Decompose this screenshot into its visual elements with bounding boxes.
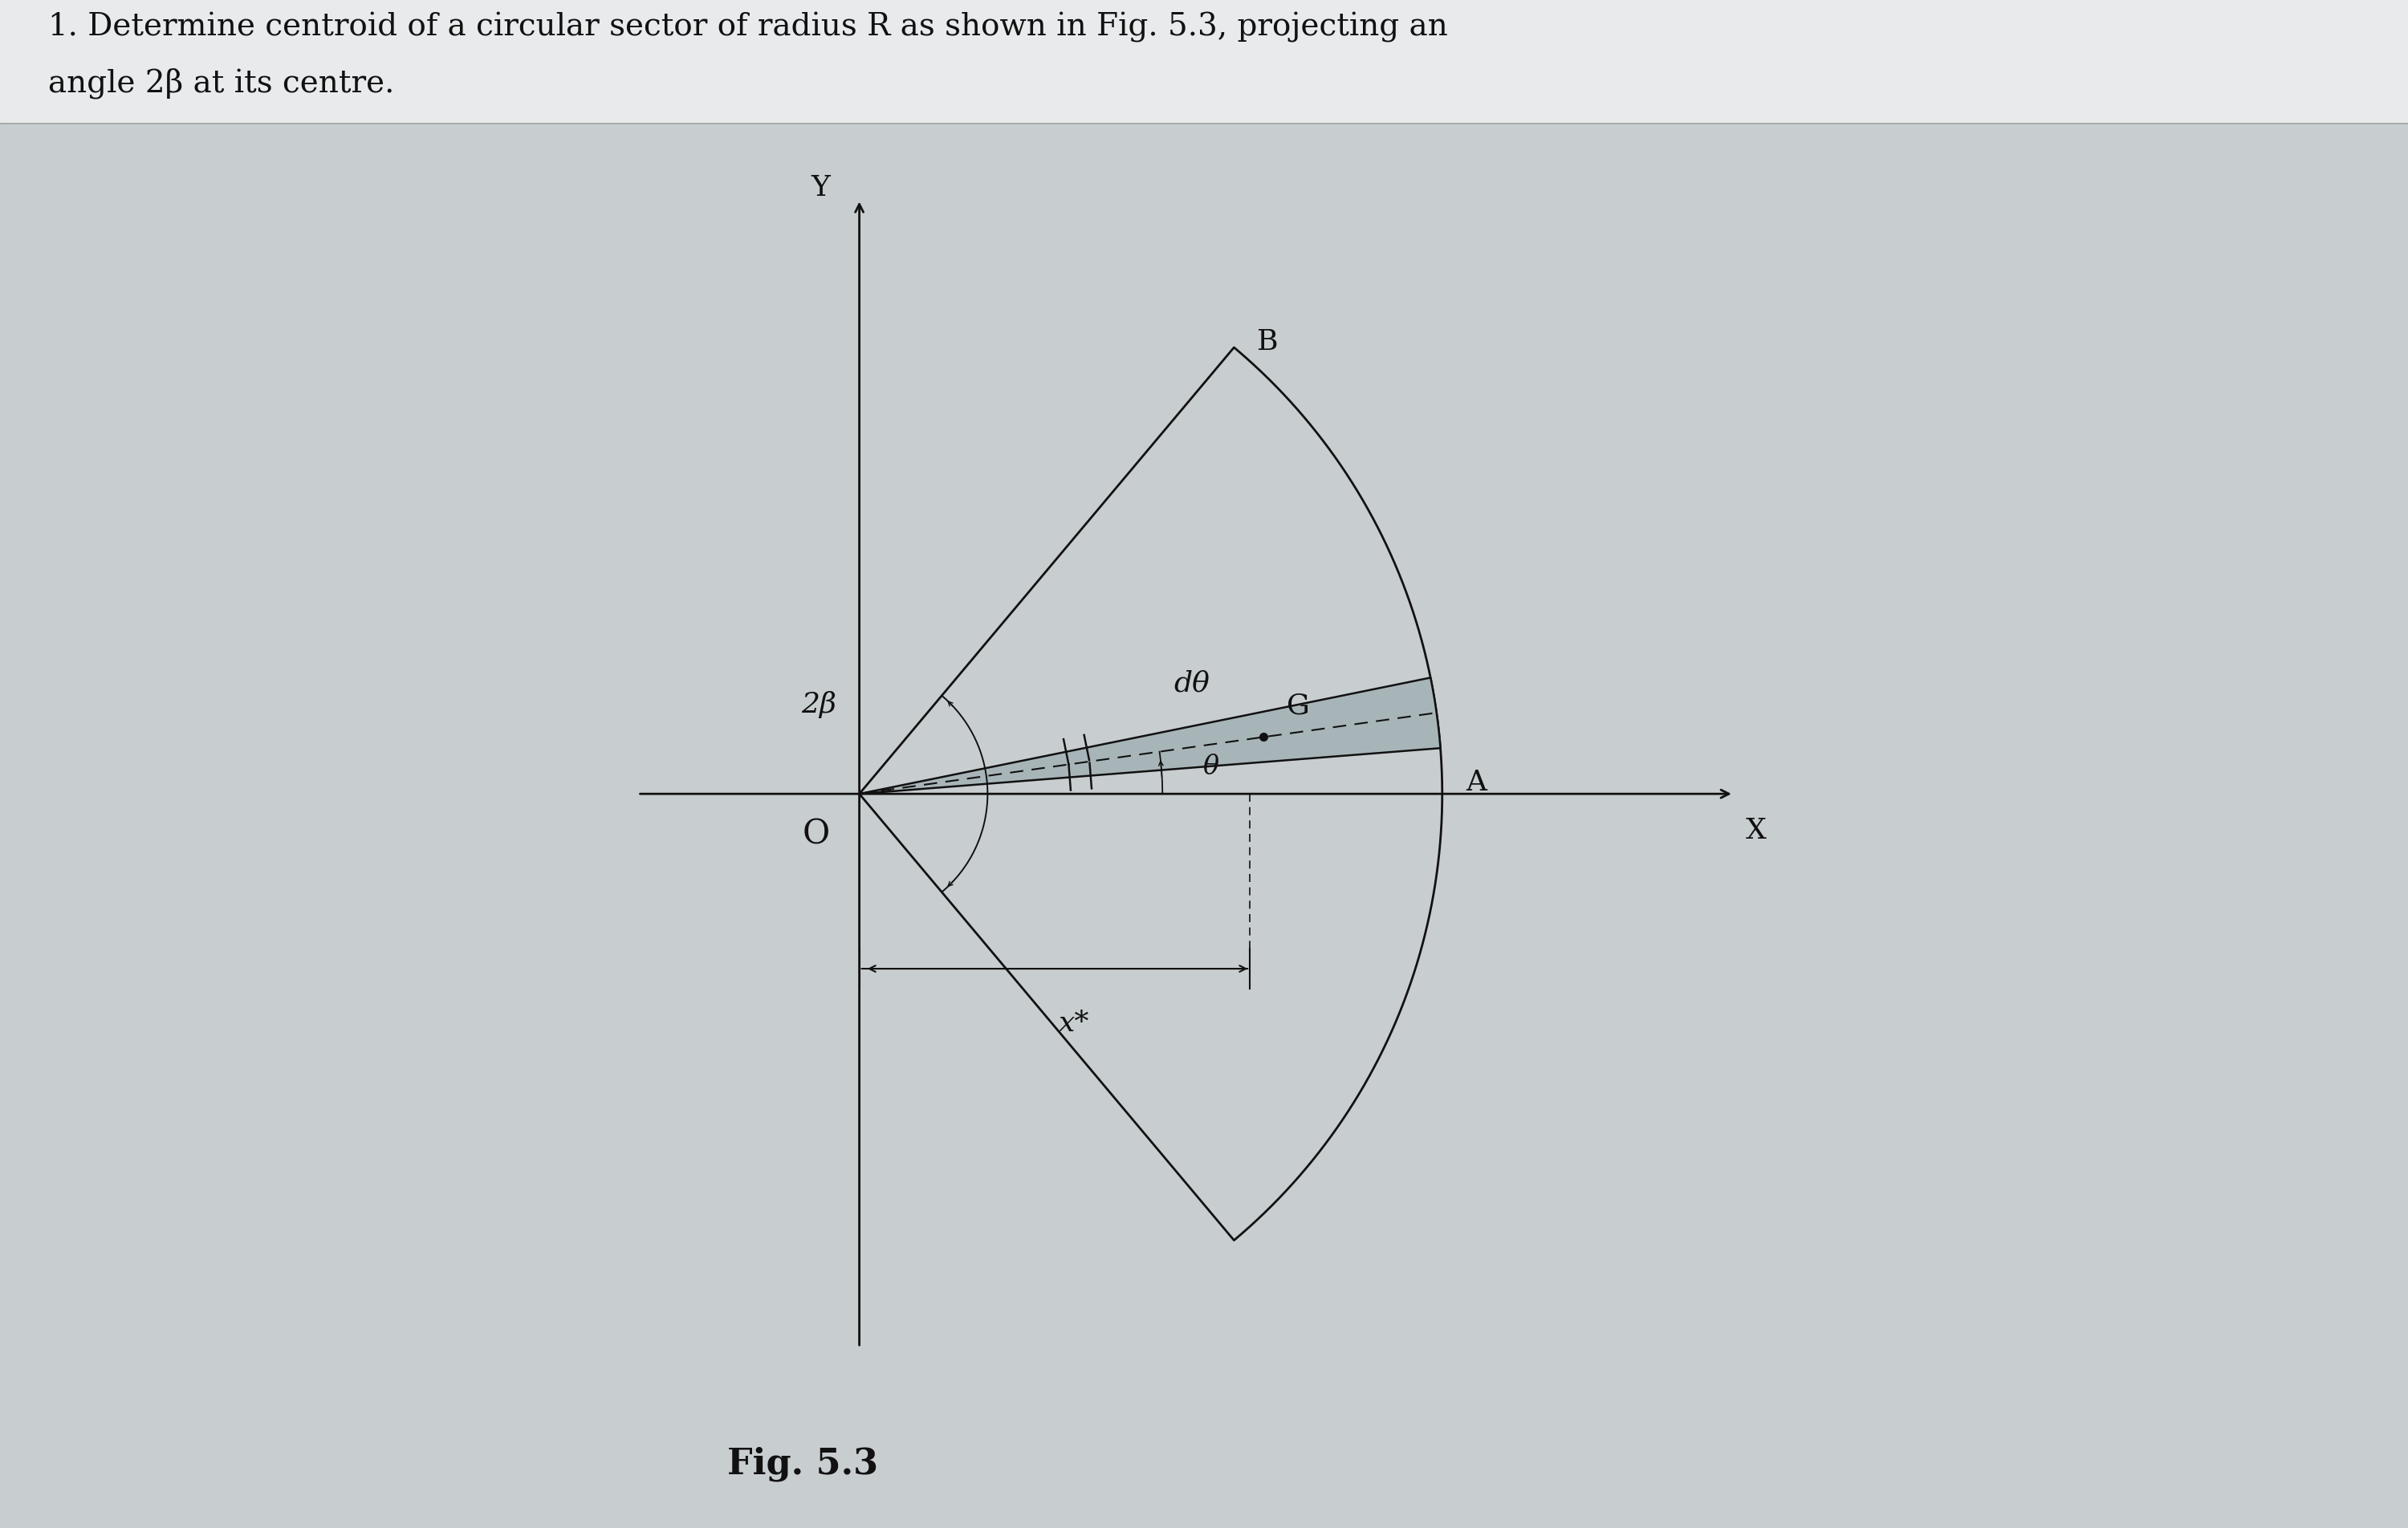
Text: 1. Determine centroid of a circular sector of radius R as shown in Fig. 5.3, pro: 1. Determine centroid of a circular sect… (48, 12, 1447, 43)
Text: Y: Y (811, 174, 831, 202)
Text: B: B (1257, 329, 1279, 354)
Text: 2β: 2β (802, 691, 836, 718)
Polygon shape (860, 347, 1442, 1241)
Polygon shape (860, 677, 1440, 795)
Text: θ: θ (1202, 753, 1218, 779)
Text: X: X (1746, 817, 1765, 845)
Text: A: A (1466, 769, 1486, 796)
Text: dθ: dθ (1173, 671, 1209, 697)
Text: G: G (1286, 692, 1310, 720)
Text: angle 2β at its centre.: angle 2β at its centre. (48, 69, 395, 99)
Text: Fig. 5.3: Fig. 5.3 (727, 1447, 879, 1481)
Text: x*: x* (1060, 1010, 1088, 1038)
Bar (0, 0, 2408, 124)
Text: O: O (802, 817, 831, 851)
